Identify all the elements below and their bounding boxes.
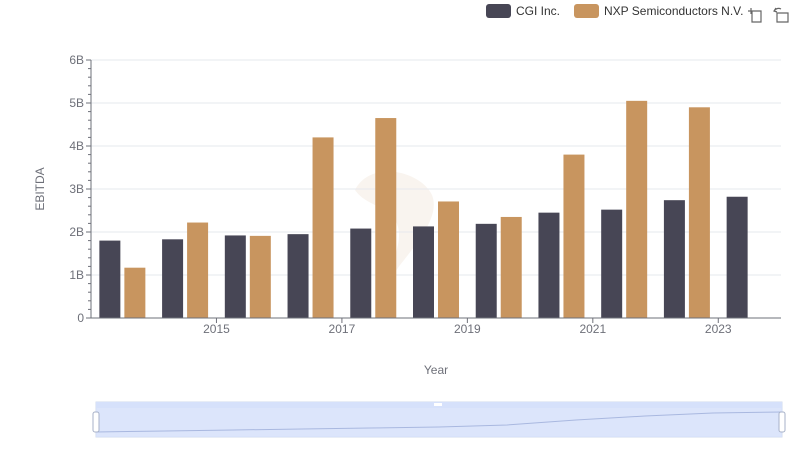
- restore-icon[interactable]: [773, 7, 789, 23]
- watermark-logo: [355, 171, 434, 285]
- y-tick-label: 1B: [69, 268, 84, 282]
- bar-cgi-2017[interactable]: [287, 234, 309, 318]
- bar-cgi-2023[interactable]: [663, 200, 685, 318]
- x-tick-label: 2023: [705, 322, 732, 336]
- legend-swatch-nxp: [574, 4, 600, 18]
- legend-label-cgi: CGI Inc.: [516, 4, 561, 18]
- bar-nxp-2019[interactable]: [438, 201, 459, 318]
- bar-nxp-2018[interactable]: [375, 118, 397, 318]
- bars-layer: [99, 100, 748, 318]
- y-tick-label: 4B: [69, 139, 84, 153]
- bar-cgi-2016[interactable]: [224, 235, 246, 318]
- bar-cgi-2021[interactable]: [538, 212, 560, 318]
- slider-handle-left[interactable]: [92, 411, 100, 433]
- bar-cgi-2019[interactable]: [413, 226, 434, 318]
- bar-cgi-2022[interactable]: [601, 209, 623, 318]
- bar-cgi-2014[interactable]: [99, 240, 121, 318]
- slider-preview-line: [95, 411, 783, 433]
- bar-cgi-2020[interactable]: [475, 223, 497, 318]
- data-zoom-slider[interactable]: [92, 401, 786, 438]
- chart-legend: CGI Inc. NXP Semiconductors N.V.: [486, 4, 757, 18]
- x-tick-label: 2019: [454, 322, 481, 336]
- y-axis-title: EBITDA: [33, 167, 47, 210]
- bar-nxp-2021[interactable]: [563, 154, 585, 318]
- y-tick-label: 2B: [69, 225, 84, 239]
- bar-nxp-2020[interactable]: [500, 216, 522, 318]
- bar-cgi-2024[interactable]: [726, 196, 748, 318]
- legend-label-nxp: NXP Semiconductors N.V.: [604, 4, 744, 18]
- bar-nxp-2022[interactable]: [626, 100, 648, 318]
- bar-nxp-2016[interactable]: [249, 235, 271, 318]
- axes-layer: 0 1B 2B 3B 4B 5B 6B 2015 2017 2019 2021 2023: [69, 53, 781, 336]
- bar-cgi-2018[interactable]: [350, 228, 372, 318]
- slider-selection[interactable]: [96, 408, 782, 437]
- bar-nxp-2015[interactable]: [187, 222, 209, 318]
- y-tick-label: 3B: [69, 182, 84, 196]
- y-tick-label: 0: [77, 311, 84, 325]
- legend-item-nxp[interactable]: NXP Semiconductors N.V.: [574, 4, 743, 18]
- y-tick-label: 6B: [69, 53, 84, 67]
- bar-nxp-2023[interactable]: [688, 107, 710, 318]
- legend-item-cgi[interactable]: CGI Inc.: [486, 4, 560, 18]
- zoom-icon[interactable]: [747, 7, 763, 23]
- slider-handle-right[interactable]: [778, 411, 786, 433]
- y-tick-label: 5B: [69, 96, 84, 110]
- slider-drag-grip[interactable]: [434, 403, 442, 406]
- x-axis-title: Year: [424, 363, 448, 377]
- legend-swatch-cgi: [486, 4, 511, 18]
- bar-nxp-2014[interactable]: [124, 267, 146, 318]
- x-tick-label: 2017: [329, 322, 356, 336]
- bar-nxp-2017[interactable]: [312, 137, 334, 318]
- bar-cgi-2015[interactable]: [162, 239, 184, 318]
- x-tick-label: 2021: [579, 322, 606, 336]
- x-tick-label: 2015: [203, 322, 230, 336]
